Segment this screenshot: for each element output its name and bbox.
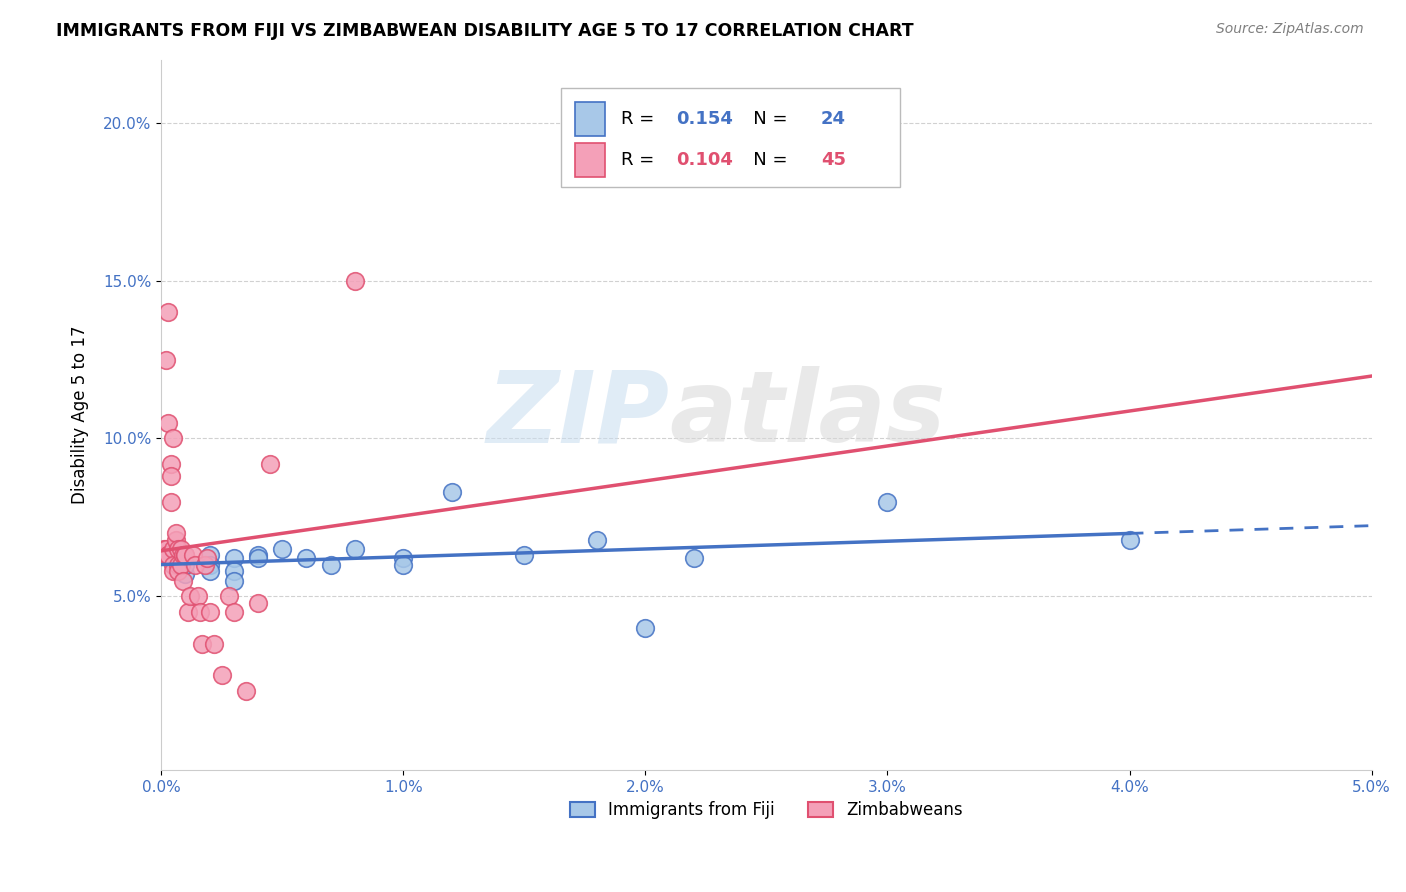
Point bbox=[184, 558, 207, 572]
Text: 45: 45 bbox=[821, 152, 846, 169]
Point bbox=[157, 416, 180, 430]
Point bbox=[1118, 533, 1140, 547]
Point bbox=[160, 494, 183, 508]
Point bbox=[319, 558, 342, 572]
Point bbox=[204, 637, 226, 651]
Point bbox=[222, 605, 245, 619]
Point bbox=[177, 605, 200, 619]
Text: atlas: atlas bbox=[669, 367, 946, 463]
Point bbox=[181, 549, 204, 563]
Point bbox=[167, 541, 190, 556]
Point bbox=[218, 590, 240, 604]
FancyBboxPatch shape bbox=[575, 103, 606, 136]
Text: 0.104: 0.104 bbox=[676, 152, 733, 169]
Point bbox=[165, 533, 187, 547]
Point bbox=[155, 549, 177, 563]
Point bbox=[198, 549, 221, 563]
Point bbox=[586, 533, 609, 547]
Point bbox=[169, 558, 191, 572]
Point bbox=[876, 494, 898, 508]
Legend: Immigrants from Fiji, Zimbabweans: Immigrants from Fiji, Zimbabweans bbox=[564, 794, 970, 826]
Point bbox=[174, 558, 197, 572]
Point bbox=[174, 549, 197, 563]
Point bbox=[271, 541, 294, 556]
Point bbox=[174, 567, 197, 582]
Point bbox=[169, 541, 191, 556]
Point bbox=[198, 558, 221, 572]
Point bbox=[235, 684, 257, 698]
FancyBboxPatch shape bbox=[561, 88, 900, 187]
Point bbox=[392, 558, 415, 572]
Point bbox=[162, 558, 184, 572]
Text: R =: R = bbox=[621, 152, 661, 169]
Point bbox=[392, 551, 415, 566]
Point bbox=[247, 549, 270, 563]
Point bbox=[157, 549, 180, 563]
Point bbox=[174, 549, 197, 563]
Point bbox=[157, 305, 180, 319]
Text: Source: ZipAtlas.com: Source: ZipAtlas.com bbox=[1216, 22, 1364, 37]
Point bbox=[165, 526, 187, 541]
Point bbox=[247, 551, 270, 566]
Point bbox=[152, 549, 174, 563]
Point bbox=[222, 564, 245, 578]
Point bbox=[247, 596, 270, 610]
Point bbox=[160, 469, 183, 483]
Text: N =: N = bbox=[737, 111, 793, 128]
Point bbox=[198, 605, 221, 619]
Point bbox=[188, 605, 211, 619]
Text: N =: N = bbox=[737, 152, 793, 169]
Point bbox=[162, 541, 184, 556]
Point bbox=[191, 637, 214, 651]
Point bbox=[259, 457, 281, 471]
Point bbox=[198, 564, 221, 578]
Point bbox=[295, 551, 318, 566]
Point bbox=[211, 668, 233, 682]
Point bbox=[167, 558, 190, 572]
Point bbox=[222, 551, 245, 566]
Point bbox=[186, 590, 208, 604]
Text: 24: 24 bbox=[821, 111, 846, 128]
Point bbox=[343, 541, 366, 556]
Point bbox=[152, 541, 174, 556]
Point bbox=[155, 541, 177, 556]
Point bbox=[167, 564, 190, 578]
Point bbox=[157, 549, 180, 563]
Point bbox=[179, 590, 201, 604]
Point bbox=[343, 274, 366, 288]
Point bbox=[634, 621, 657, 635]
Point bbox=[155, 352, 177, 367]
Point bbox=[194, 558, 217, 572]
Point bbox=[513, 549, 536, 563]
Y-axis label: Disability Age 5 to 17: Disability Age 5 to 17 bbox=[72, 326, 89, 504]
Point bbox=[162, 432, 184, 446]
Point bbox=[172, 574, 194, 588]
Text: ZIP: ZIP bbox=[486, 367, 669, 463]
Text: IMMIGRANTS FROM FIJI VS ZIMBABWEAN DISABILITY AGE 5 TO 17 CORRELATION CHART: IMMIGRANTS FROM FIJI VS ZIMBABWEAN DISAB… bbox=[56, 22, 914, 40]
Point bbox=[172, 549, 194, 563]
Point bbox=[195, 551, 218, 566]
Point bbox=[222, 574, 245, 588]
Point bbox=[162, 551, 184, 566]
Point bbox=[160, 457, 183, 471]
FancyBboxPatch shape bbox=[575, 143, 606, 177]
Point bbox=[440, 485, 463, 500]
Point bbox=[162, 564, 184, 578]
Text: R =: R = bbox=[621, 111, 661, 128]
Text: 0.154: 0.154 bbox=[676, 111, 733, 128]
Point bbox=[682, 551, 704, 566]
